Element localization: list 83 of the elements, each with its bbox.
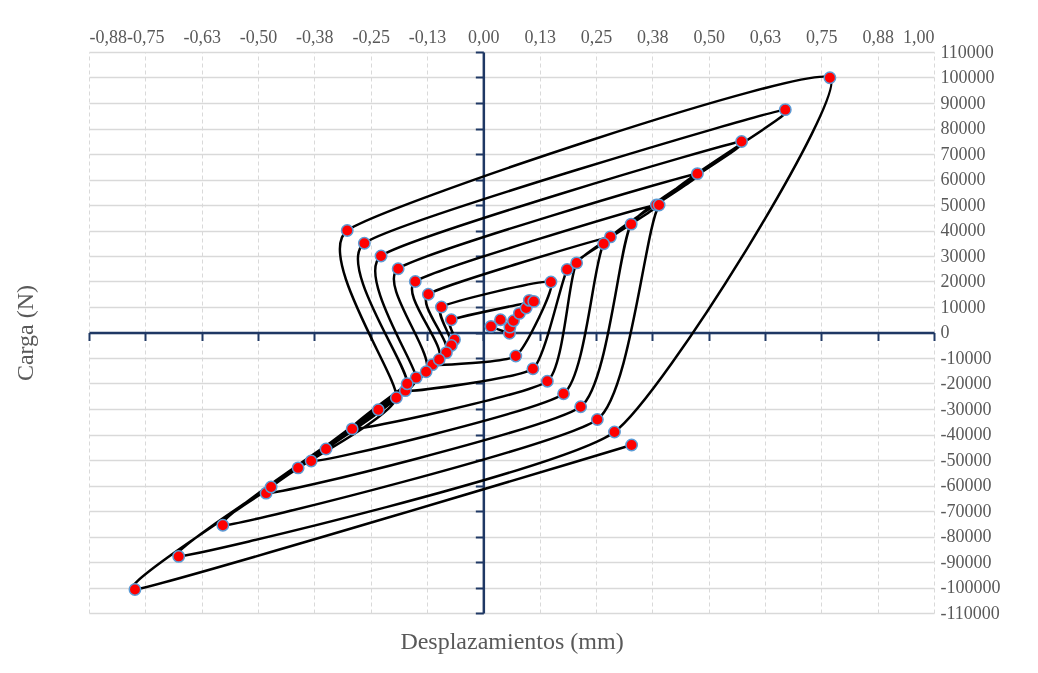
y-axis-title: Carga (N) [11,284,38,382]
y-tick-label: -20000 [940,373,992,393]
x-tick-label: -0,13 [408,26,447,47]
y-tick-label: 0 [940,322,950,342]
point [574,400,588,414]
y-tick-label: 40000 [940,220,986,240]
point [432,353,446,366]
x-tick-label: -0,63 [183,26,221,47]
y-tick-label: -80000 [940,526,992,546]
point [735,135,749,148]
point [544,275,558,289]
point [778,103,792,117]
x-tick-label: 0,88 [862,26,894,47]
x-tick-label: 0,50 [693,26,725,47]
point [434,300,448,314]
point [345,422,359,436]
point [527,294,541,308]
point [690,167,704,181]
y-tick-label: 20000 [940,271,986,291]
x-tick-label: 1,00 [903,26,935,47]
point [421,287,435,301]
y-tick-label: -40000 [940,424,992,444]
y-tick-label: 60000 [940,169,986,189]
point [444,313,458,327]
point [371,403,385,417]
point [597,237,611,251]
point [319,442,333,456]
point [560,263,574,276]
y-tick-label: 70000 [940,143,986,164]
point [340,224,354,237]
x-tick-label: 0,75 [806,26,838,47]
point [570,256,584,270]
point [624,217,638,231]
y-tick-label: -70000 [940,500,992,521]
y-tick-label: 80000 [940,118,986,138]
x-tick-label: 0,00 [468,26,500,47]
y-tick-label: -90000 [940,551,992,572]
point [484,319,498,333]
point [540,374,554,388]
point [291,461,305,475]
x-tick-label: -0,50 [239,26,278,47]
point [419,365,433,379]
point [509,349,523,363]
point [304,454,318,468]
y-tick-label: -100000 [940,577,1001,597]
point [128,583,142,596]
point [357,236,371,250]
point [389,391,403,405]
y-tick-label: -110000 [940,602,1000,623]
point [409,371,423,385]
point [625,438,639,452]
point [494,313,507,327]
point [264,480,278,494]
x-tick-label: -0,38 [296,26,334,47]
y-tick-label: -60000 [940,475,992,495]
x-tick-label: -0,75 [127,26,165,47]
y-tick-label: 50000 [940,194,986,215]
y-tick-label: -50000 [940,449,992,470]
point [608,425,621,439]
x-tick-label: 0,63 [749,26,782,47]
point [400,377,414,391]
point [216,518,230,532]
x-tick-label: -0,88 [89,26,127,47]
point [408,275,422,288]
point [526,362,540,376]
y-tick-label: 30000 [940,245,986,266]
y-tick-label: -10000 [940,347,992,368]
y-tick-label: 100000 [940,67,995,87]
y-tick-label: -30000 [940,398,992,419]
point [557,387,570,401]
point [374,249,388,263]
x-tick-label: -0,25 [352,26,390,47]
point [823,71,837,85]
y-tick-label: 110000 [940,41,994,62]
x-axis-title: Desplazamientos (mm) [400,627,624,654]
point [590,413,604,426]
y-tick-label: 10000 [940,296,986,317]
x-tick-label: 0,13 [524,26,556,47]
point [391,262,405,276]
x-tick-label: 0,25 [580,26,613,47]
point [172,549,186,563]
y-tick-label: 90000 [940,92,986,113]
x-tick-label: 0,38 [637,26,669,47]
